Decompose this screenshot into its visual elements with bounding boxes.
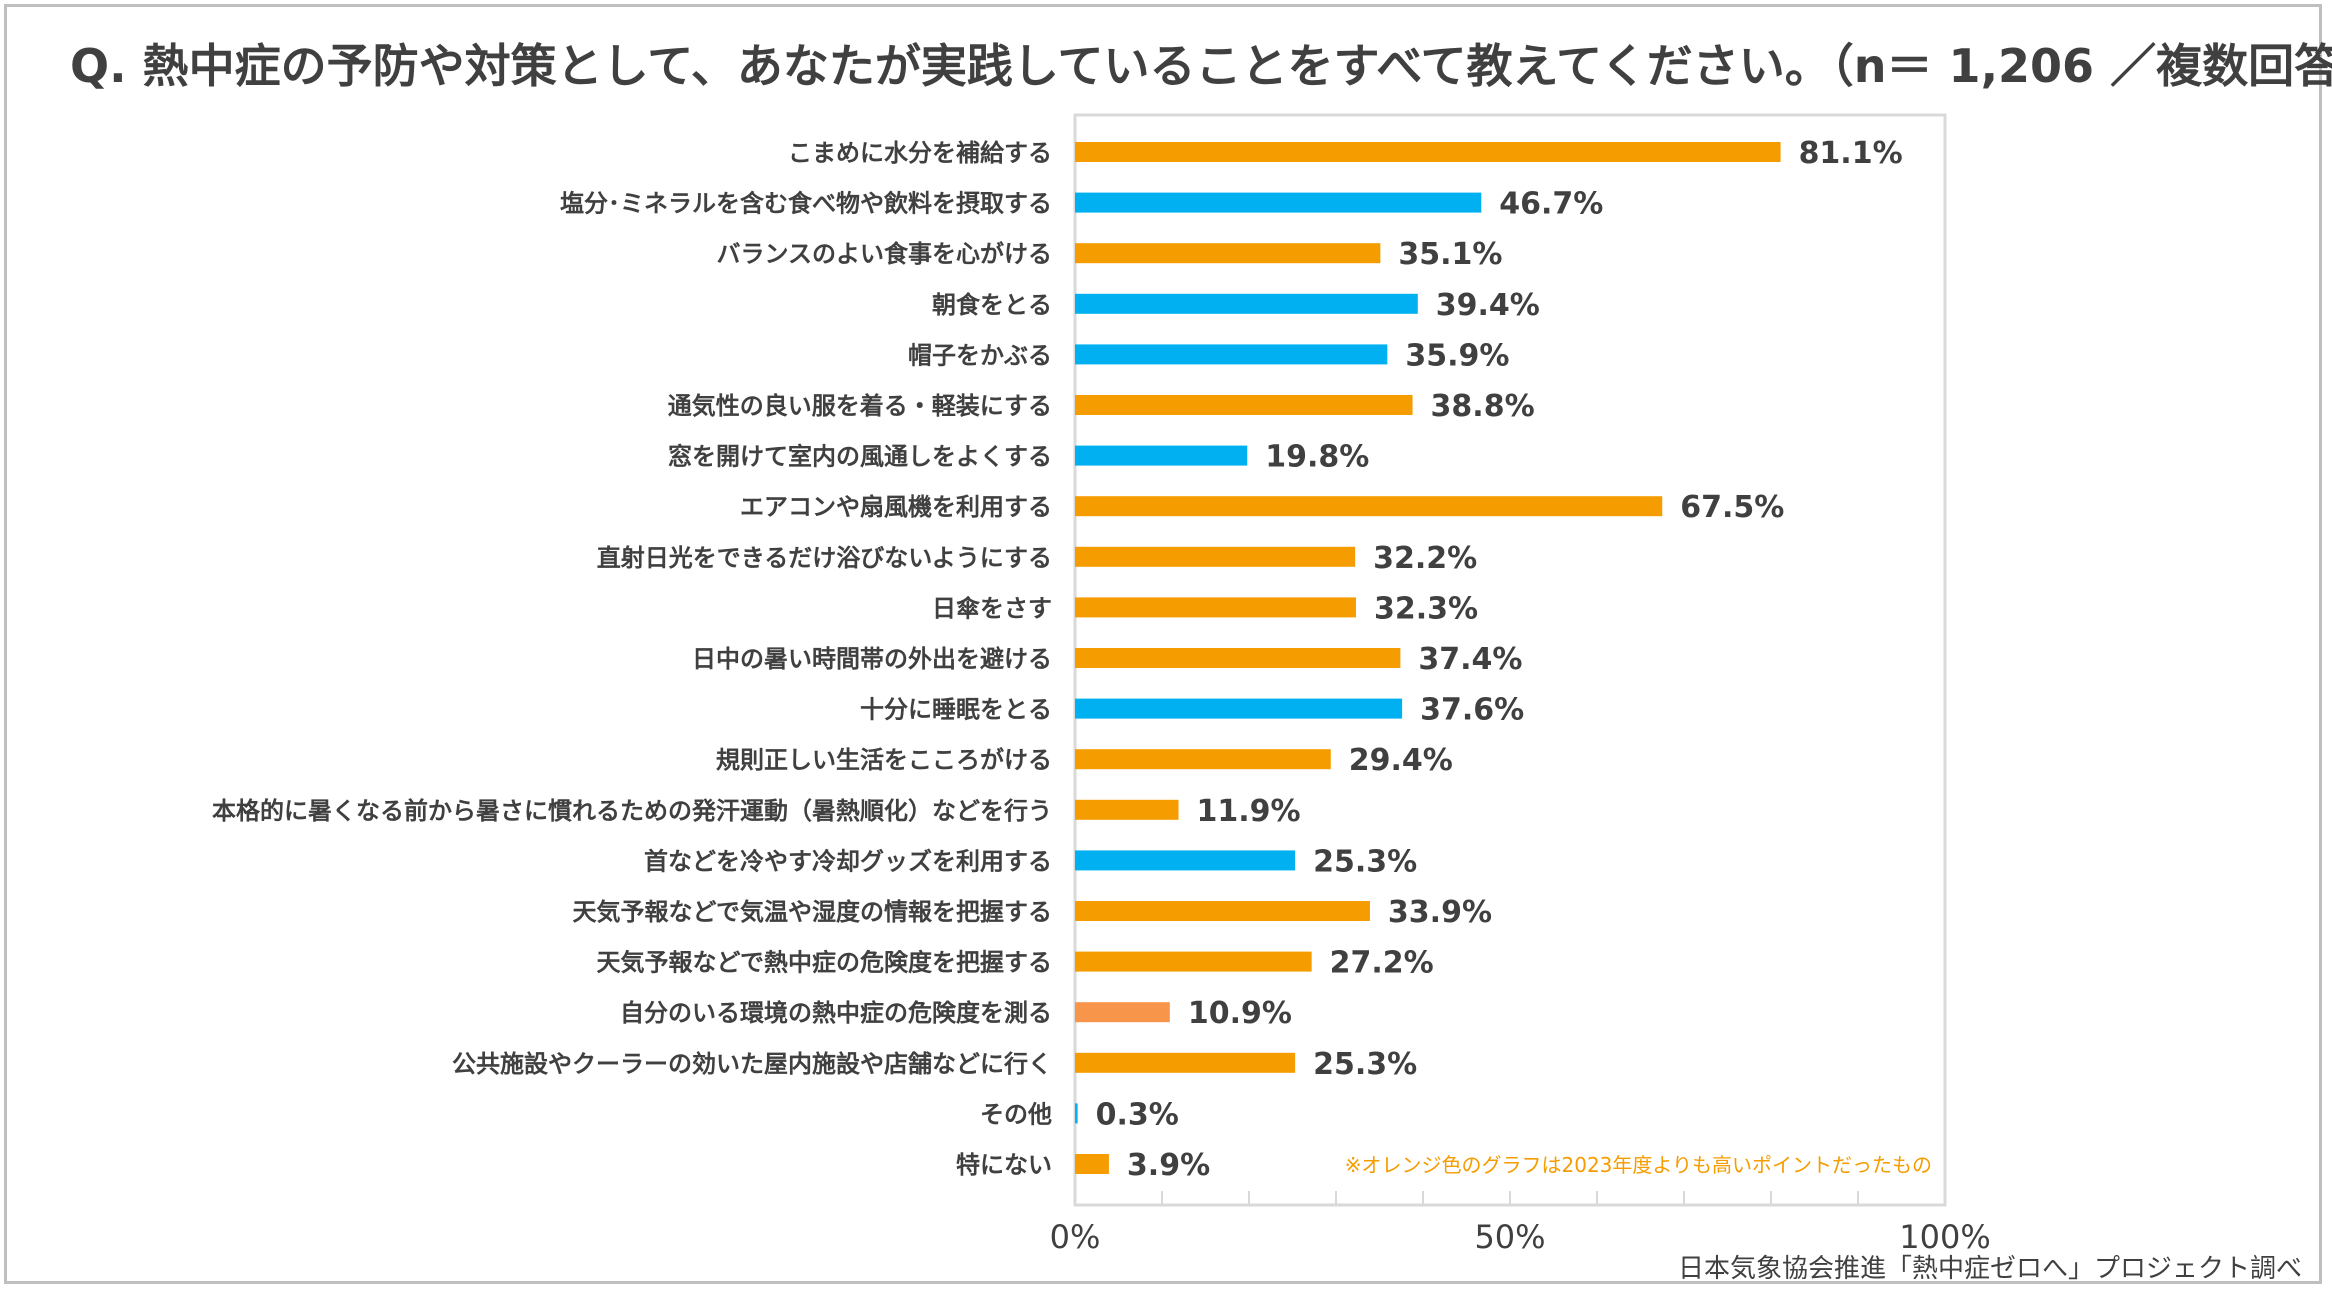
category-label: バランスのよい食事を心がける <box>716 240 1052 268</box>
x-tick-label: 50% <box>1474 1218 1545 1256</box>
value-label: 67.5% <box>1680 490 1784 525</box>
category-label: 日中の暑い時間帯の外出を避ける <box>692 645 1052 673</box>
value-label: 32.3% <box>1374 591 1478 626</box>
value-label: 25.3% <box>1313 844 1417 879</box>
bar <box>1075 395 1413 415</box>
bar <box>1075 1154 1109 1174</box>
category-label: 天気予報などで熱中症の危険度を把握する <box>596 949 1052 977</box>
bar <box>1075 799 1179 820</box>
category-label: 天気予報などで気温や湿度の情報を把握する <box>572 898 1052 926</box>
bar <box>1075 243 1381 264</box>
x-tick-label: 0% <box>1050 1218 1101 1256</box>
category-label: 窓を開けて室内の風通しをよくする <box>668 443 1052 471</box>
category-label: 本格的に暑くなる前から暑さに慣れるための発汗運動（暑熱順化）などを行う <box>212 797 1052 825</box>
category-label: 直射日光をできるだけ浴びないようにする <box>597 544 1052 572</box>
category-label: 帽子をかぶる <box>908 341 1052 369</box>
bar <box>1075 445 1248 466</box>
category-label: 自分のいる環境の熱中症の危険度を測る <box>620 999 1052 1027</box>
value-label: 25.3% <box>1313 1047 1417 1082</box>
bar <box>1075 648 1401 668</box>
value-label: 27.2% <box>1330 946 1434 981</box>
value-label: 37.6% <box>1420 693 1524 728</box>
category-label: 十分に睡眠をとる <box>860 696 1052 724</box>
category-label: 朝食をとる <box>932 291 1052 319</box>
value-label: 38.8% <box>1431 389 1535 424</box>
bar <box>1075 344 1388 365</box>
chart-note: ※オレンジ色のグラフは2023年度よりも高いポイントだったもの <box>1345 1153 1932 1177</box>
value-label: 35.1% <box>1398 237 1502 272</box>
bar <box>1075 698 1403 719</box>
bar <box>1075 1002 1170 1023</box>
value-label: 37.4% <box>1418 642 1522 677</box>
chart-title: Q. 熱中症の予防や対策として、あなたが実践していることをすべて教えてください。… <box>70 39 2332 93</box>
value-label: 81.1% <box>1799 136 1903 171</box>
category-label: エアコンや扇風機を利用する <box>740 493 1052 521</box>
bar <box>1075 901 1370 921</box>
bar <box>1075 546 1356 567</box>
category-label: 日傘をさす <box>932 594 1052 622</box>
bar <box>1075 293 1418 314</box>
value-label: 0.3% <box>1096 1097 1179 1132</box>
bar <box>1075 192 1482 213</box>
x-tick-label: 100% <box>1899 1218 1990 1256</box>
value-label: 39.4% <box>1436 288 1540 323</box>
value-label: 46.7% <box>1499 187 1603 222</box>
value-label: 3.9% <box>1127 1148 1210 1183</box>
bar <box>1075 1103 1078 1124</box>
category-label: その他 <box>980 1100 1052 1128</box>
category-label: 通気性の良い服を着る・軽装にする <box>668 392 1052 420</box>
value-label: 33.9% <box>1388 895 1492 930</box>
bar <box>1075 850 1296 871</box>
bar <box>1075 496 1663 517</box>
value-label: 29.4% <box>1349 743 1453 778</box>
value-label: 11.9% <box>1197 794 1301 829</box>
category-label: 塩分･ミネラルを含む食べ物や飲料を摂取する <box>560 190 1052 218</box>
bar <box>1075 1052 1296 1073</box>
value-label: 19.8% <box>1265 440 1369 475</box>
bar <box>1075 597 1357 618</box>
bar <box>1075 142 1781 162</box>
source-credit: 日本気象協会推進「熱中症ゼロへ」プロジェクト調べ <box>1677 1254 2302 1284</box>
category-label: 首などを冷やす冷却グッズを利用する <box>644 847 1052 875</box>
bar <box>1075 951 1312 972</box>
category-label: こまめに水分を補給する <box>788 139 1052 167</box>
bar <box>1075 749 1331 770</box>
value-label: 35.9% <box>1405 338 1509 373</box>
category-label: 規則正しい生活をこころがける <box>716 746 1052 774</box>
category-label: 特にない <box>956 1151 1052 1179</box>
value-label: 10.9% <box>1188 996 1292 1031</box>
category-label: 公共施設やクーラーの効いた屋内施設や店舗などに行く <box>452 1050 1052 1078</box>
value-label: 32.2% <box>1373 541 1477 576</box>
